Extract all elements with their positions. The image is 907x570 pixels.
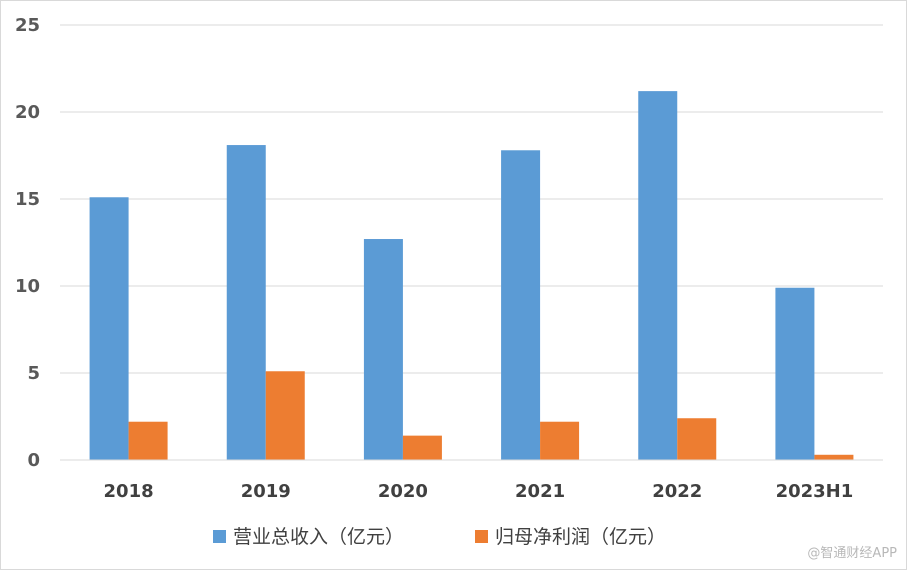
gridlines — [60, 24, 883, 374]
y-tick-label: 5 — [27, 363, 40, 384]
bar-net-profit-2020 — [402, 435, 442, 460]
bars — [89, 91, 854, 461]
bar-net-profit-2021 — [540, 421, 580, 460]
bar-net-profit-2018 — [128, 421, 168, 460]
bar-revenue-2023H1 — [775, 287, 815, 460]
watermark-text: @智通财经APP — [807, 546, 897, 561]
bar-revenue-2020 — [363, 239, 403, 460]
legend-swatch — [475, 530, 488, 543]
legend-label: 归母净利润（亿元） — [495, 526, 666, 548]
legend-swatch — [213, 530, 226, 543]
bar-net-profit-2019 — [265, 371, 305, 460]
x-tick-label: 2019 — [241, 481, 291, 502]
y-tick-label: 0 — [27, 450, 40, 471]
bar-revenue-2018 — [89, 197, 129, 460]
x-tick-label: 2022 — [652, 481, 702, 502]
y-tick-label: 25 — [15, 15, 40, 36]
y-tick-label: 20 — [15, 102, 40, 123]
x-tick-label: 2018 — [104, 481, 154, 502]
x-axis-categories: 2018 2019 2020 2021 2022 2023H1 — [104, 481, 854, 502]
legend: 营业总收入（亿元） 归母净利润（亿元） — [213, 526, 666, 548]
bar-revenue-2022 — [638, 91, 678, 461]
x-tick-label: 2021 — [515, 481, 565, 502]
bar-revenue-2019 — [226, 145, 266, 460]
bar-net-profit-2023H1 — [814, 454, 854, 460]
bar-revenue-2021 — [501, 150, 541, 460]
x-tick-label: 2023H1 — [776, 481, 854, 502]
y-axis-ticks: 0 5 10 15 20 25 — [15, 15, 40, 471]
y-tick-label: 10 — [15, 276, 40, 297]
y-tick-label: 15 — [15, 189, 40, 210]
bar-net-profit-2022 — [677, 418, 717, 460]
x-tick-label: 2020 — [378, 481, 428, 502]
legend-label: 营业总收入（亿元） — [233, 526, 404, 548]
